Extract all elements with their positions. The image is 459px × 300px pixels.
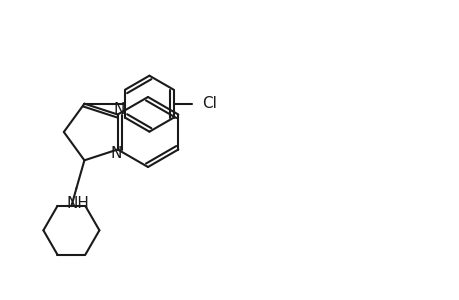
Text: N: N	[110, 146, 121, 161]
Text: N: N	[113, 102, 124, 117]
Text: NH: NH	[67, 196, 90, 211]
Text: Cl: Cl	[201, 96, 216, 111]
